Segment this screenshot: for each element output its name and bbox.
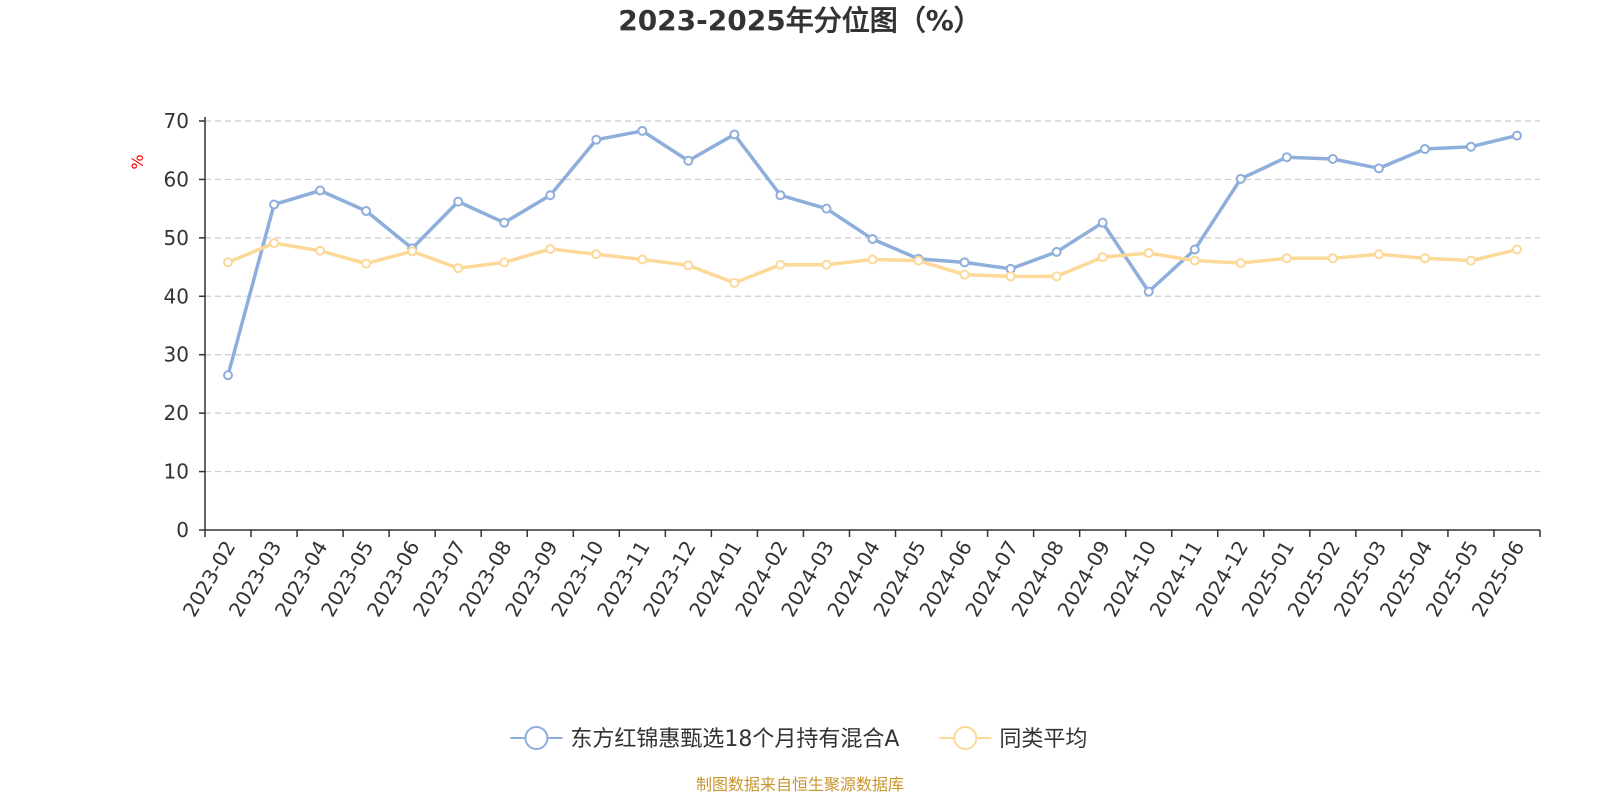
series-2-point (729, 277, 740, 288)
series-1-point (637, 125, 648, 136)
series-1-point (453, 196, 464, 207)
series-1-point (1097, 217, 1108, 228)
series-2-point (1373, 249, 1384, 260)
y-tick-label: 0 (176, 518, 189, 542)
series-1-point (1281, 152, 1292, 163)
series-2-point (1097, 252, 1108, 263)
series-2-point (499, 257, 510, 268)
y-tick-label: 70 (164, 109, 189, 133)
series-1-point (1327, 153, 1338, 164)
series-2-point (683, 260, 694, 271)
series-2-point (1189, 255, 1200, 266)
y-tick-label: 50 (164, 226, 189, 250)
y-tick-label: 40 (164, 284, 189, 308)
series-2-point (1281, 253, 1292, 264)
series-1-point (729, 129, 740, 140)
series-1-point (1143, 286, 1154, 297)
series-1-point (1419, 144, 1430, 155)
series-2-point (959, 269, 970, 280)
grid-lines (205, 120, 1540, 473)
series-2-point (1465, 255, 1476, 266)
series-1-point (867, 234, 878, 245)
series-2-point (867, 254, 878, 265)
series-1-point (269, 199, 280, 210)
series-1-point (1235, 173, 1246, 184)
legend-marker-1 (524, 726, 549, 750)
legend: 东方红锦惠甄选18个月持有混合A 同类平均 (510, 726, 1087, 752)
series-2-point (1005, 271, 1016, 282)
series-2-point (315, 245, 326, 256)
series-1-point (591, 134, 602, 145)
series-1-point (821, 203, 832, 214)
series-2-point (223, 257, 234, 268)
y-tick-label: 10 (164, 460, 189, 484)
series-2-point (913, 255, 924, 266)
series-2-point (591, 249, 602, 260)
legend-label-2: 同类平均 (999, 727, 1087, 752)
series-2-point (821, 259, 832, 270)
series-2-point (1235, 257, 1246, 268)
y-axis-unit: % (128, 154, 147, 169)
series-1-point (1189, 244, 1200, 255)
series-2-point (775, 259, 786, 270)
series-2-point (1419, 253, 1430, 264)
series-2-point (545, 243, 556, 254)
y-tick-label: 60 (164, 167, 189, 191)
series-1-point (775, 190, 786, 201)
series-2-point (407, 246, 418, 257)
source-note: 制图数据来自恒生聚源数据库 (696, 775, 904, 794)
series-1-point (959, 257, 970, 268)
axes: 0102030405060702023-022023-032023-042023… (164, 109, 1541, 621)
series-2-point (453, 263, 464, 274)
y-tick-label: 30 (164, 343, 189, 367)
legend-label-1: 东方红锦惠甄选18个月持有混合A (570, 727, 899, 752)
series-2-point (637, 254, 648, 265)
y-tick-label: 20 (164, 401, 189, 425)
series-1-point (361, 205, 372, 216)
series-2-point (1051, 271, 1062, 282)
series-1-point (1051, 246, 1062, 257)
series-2-point (1327, 253, 1338, 264)
series-2-point (1143, 248, 1154, 259)
series-1-point (683, 155, 694, 166)
series-1-point (545, 190, 556, 201)
series-2-point (269, 238, 280, 249)
series-2-point (361, 258, 372, 269)
series-2-point (1511, 244, 1522, 255)
legend-marker-2 (953, 726, 978, 750)
series-1-point (315, 185, 326, 196)
series-1-point (1373, 163, 1384, 174)
series-1-point (1511, 130, 1522, 141)
series-1-point (499, 217, 510, 228)
series-1-point (223, 370, 234, 381)
series-1-point (1465, 141, 1476, 152)
series-lines (223, 125, 1522, 381)
chart-title: 2023-2025年分位图（%） (618, 4, 982, 37)
